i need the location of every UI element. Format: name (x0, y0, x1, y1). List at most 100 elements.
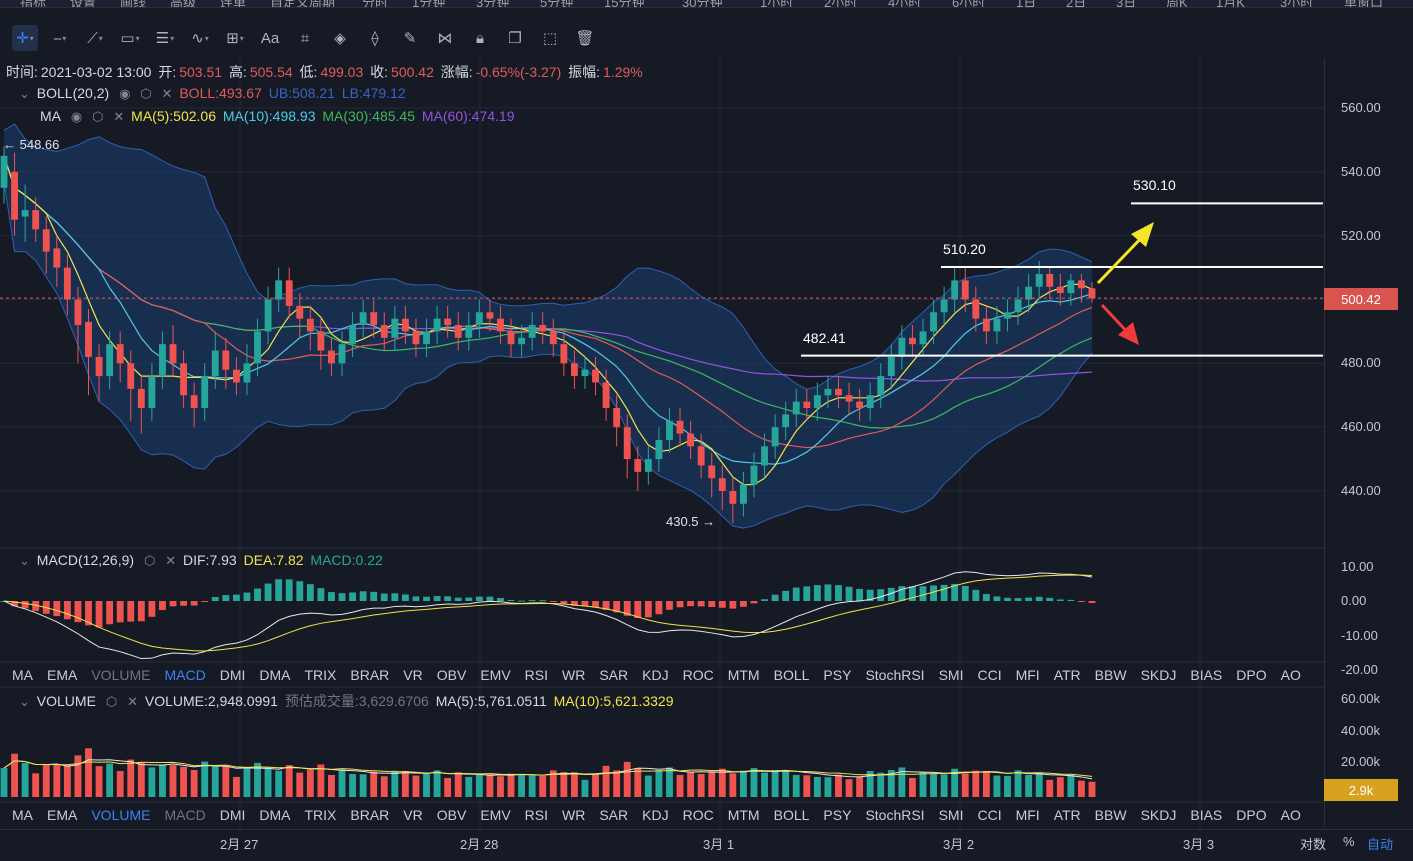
top-menu-item[interactable]: 指标 (20, 0, 47, 8)
sticker-icon[interactable]: ⋈ (437, 30, 453, 47)
indicator-tab-vr[interactable]: VR (403, 667, 423, 683)
indicator-tab-emv[interactable]: EMV (480, 807, 511, 823)
percent-scale-toggle[interactable]: % (1343, 834, 1355, 849)
top-menu-item[interactable]: 6小时 (952, 0, 986, 8)
main-chart[interactable] (0, 0, 1324, 829)
collapse-icon[interactable]: ⌄ (19, 553, 30, 568)
top-menu-item[interactable]: 1日 (1016, 0, 1037, 8)
indicator-tab-dpo[interactable]: DPO (1236, 667, 1267, 683)
indicator-tab-smi[interactable]: SMI (938, 667, 964, 683)
indicator-tab-mfi[interactable]: MFI (1015, 667, 1040, 683)
top-menu-item[interactable]: 自定义周期 (270, 0, 336, 8)
indicator-tab-rsi[interactable]: RSI (524, 807, 549, 823)
indicator-tab-volume[interactable]: VOLUME (91, 807, 151, 823)
indicator-tab-obv[interactable]: OBV (436, 807, 467, 823)
screenshot-icon[interactable]: ⬚ (542, 30, 558, 47)
top-menu-item[interactable]: 高级 (170, 0, 197, 8)
indicator-tab-dma[interactable]: DMA (259, 807, 291, 823)
indicator-tab-macd[interactable]: MACD (164, 807, 206, 823)
indicator-tab-ema[interactable]: EMA (47, 807, 78, 823)
indicator-tab-vr[interactable]: VR (403, 807, 423, 823)
top-menu-item[interactable]: 连单 (220, 0, 247, 8)
settings-icon[interactable]: ⬡ (105, 694, 118, 709)
lock-icon[interactable]: 🔒︎ (476, 29, 484, 47)
indicator-tab-cci[interactable]: CCI (977, 667, 1002, 683)
close-icon[interactable]: ✕ (113, 109, 125, 124)
indicator-tab-dma[interactable]: DMA (259, 667, 291, 683)
parallel-lines-icon[interactable]: ☰ ▾ (155, 30, 175, 47)
indicator-tab-brar[interactable]: BRAR (350, 807, 390, 823)
brush-icon[interactable]: ✎ (403, 30, 417, 47)
top-menu-item[interactable]: 1月K (1216, 0, 1245, 8)
indicator-tab-sar[interactable]: SAR (599, 807, 629, 823)
indicator-tab-bias[interactable]: BIAS (1190, 667, 1223, 683)
top-menu-item[interactable]: 5分钟 (540, 0, 574, 8)
indicator-tab-volume[interactable]: VOLUME (91, 667, 151, 683)
indicator-tab-stochrsi[interactable]: StochRSI (865, 807, 925, 823)
indicator-tab-roc[interactable]: ROC (682, 667, 714, 683)
indicator-tab-stochrsi[interactable]: StochRSI (865, 667, 925, 683)
ruler-icon[interactable]: ⟠ (371, 30, 379, 47)
indicator-tab-mtm[interactable]: MTM (727, 807, 760, 823)
top-menu-item[interactable]: 2日 (1066, 0, 1087, 8)
indicator-tab-ao[interactable]: AO (1280, 807, 1301, 823)
eye-icon[interactable]: ◉ (70, 109, 83, 124)
collapse-icon[interactable]: ⌄ (19, 86, 30, 101)
top-menu-item[interactable]: 30分钟 (682, 0, 723, 8)
top-menu-item[interactable]: 3分钟 (476, 0, 510, 8)
top-menu-item[interactable]: 1分钟 (412, 0, 446, 8)
settings-icon[interactable]: ⬡ (140, 86, 152, 101)
indicator-tab-macd[interactable]: MACD (164, 667, 206, 683)
indicator-tab-boll[interactable]: BOLL (773, 667, 810, 683)
indicator-tab-mfi[interactable]: MFI (1015, 807, 1040, 823)
indicator-tab-psy[interactable]: PSY (823, 667, 852, 683)
indicator-tab-bias[interactable]: BIAS (1190, 807, 1223, 823)
rectangle-icon[interactable]: ▭ ▾ (120, 30, 140, 47)
indicator-tab-atr[interactable]: ATR (1053, 667, 1081, 683)
top-menu-item[interactable]: 1小时 (760, 0, 794, 8)
top-menu-item[interactable]: 3小时 (1280, 0, 1314, 8)
trend-line-icon[interactable]: ⟋ ▾ (87, 29, 103, 47)
indicator-tab-wr[interactable]: WR (562, 807, 586, 823)
top-menu-item[interactable]: 2小时 (824, 0, 858, 8)
indicator-tab-bbw[interactable]: BBW (1094, 667, 1127, 683)
trash-icon[interactable]: 🗑︎ (575, 30, 595, 47)
fib-icon[interactable]: ∿ ▾ (191, 30, 209, 47)
indicator-tab-ma[interactable]: MA (12, 807, 33, 823)
indicator-tab-ma[interactable]: MA (12, 667, 33, 683)
top-menu-item[interactable]: 4小时 (888, 0, 922, 8)
indicator-tab-atr[interactable]: ATR (1053, 807, 1081, 823)
indicator-tab-brar[interactable]: BRAR (350, 667, 390, 683)
top-menu-item[interactable]: 周K (1166, 0, 1188, 8)
collapse-icon[interactable]: ⌄ (19, 694, 30, 709)
settings-icon[interactable]: ⬡ (92, 109, 104, 124)
indicator-tab-ema[interactable]: EMA (47, 667, 78, 683)
pattern-icon[interactable]: ⌗ (300, 29, 310, 47)
text-icon[interactable]: Aa (260, 29, 280, 47)
indicator-tab-rsi[interactable]: RSI (524, 667, 549, 683)
top-menu-item[interactable]: 设置 (70, 0, 97, 8)
indicator-tab-dmi[interactable]: DMI (219, 807, 246, 823)
indicator-tab-bbw[interactable]: BBW (1094, 807, 1127, 823)
indicator-tab-trix[interactable]: TRIX (304, 667, 337, 683)
close-icon[interactable]: ✕ (165, 553, 177, 568)
indicator-tab-emv[interactable]: EMV (480, 667, 511, 683)
indicator-tab-boll[interactable]: BOLL (773, 807, 810, 823)
settings-icon[interactable]: ⬡ (143, 553, 156, 568)
time-axis[interactable]: 对数 % 自动 2月 27 2月 28 3月 1 3月 2 3月 3 (0, 829, 1413, 861)
indicator-tab-dmi[interactable]: DMI (219, 667, 246, 683)
indicator-tab-psy[interactable]: PSY (823, 807, 852, 823)
top-menu-item[interactable]: 单窗口 (1344, 0, 1384, 8)
indicator-tab-sar[interactable]: SAR (599, 667, 629, 683)
indicator-tab-wr[interactable]: WR (562, 667, 586, 683)
top-menu-item[interactable]: 分时 (362, 0, 389, 8)
eraser-icon[interactable]: ◈ (334, 30, 346, 47)
indicator-tab-skdj[interactable]: SKDJ (1140, 667, 1177, 683)
indicator-tab-kdj[interactable]: KDJ (642, 667, 669, 683)
indicator-tab-ao[interactable]: AO (1280, 667, 1301, 683)
top-menu-item[interactable]: 15分钟 (604, 0, 645, 8)
indicator-tab-trix[interactable]: TRIX (304, 807, 337, 823)
top-menu-item[interactable]: 画线 (120, 0, 147, 8)
indicator-tab-kdj[interactable]: KDJ (642, 807, 669, 823)
measure-icon[interactable]: ⊞ ▾ (226, 30, 244, 47)
